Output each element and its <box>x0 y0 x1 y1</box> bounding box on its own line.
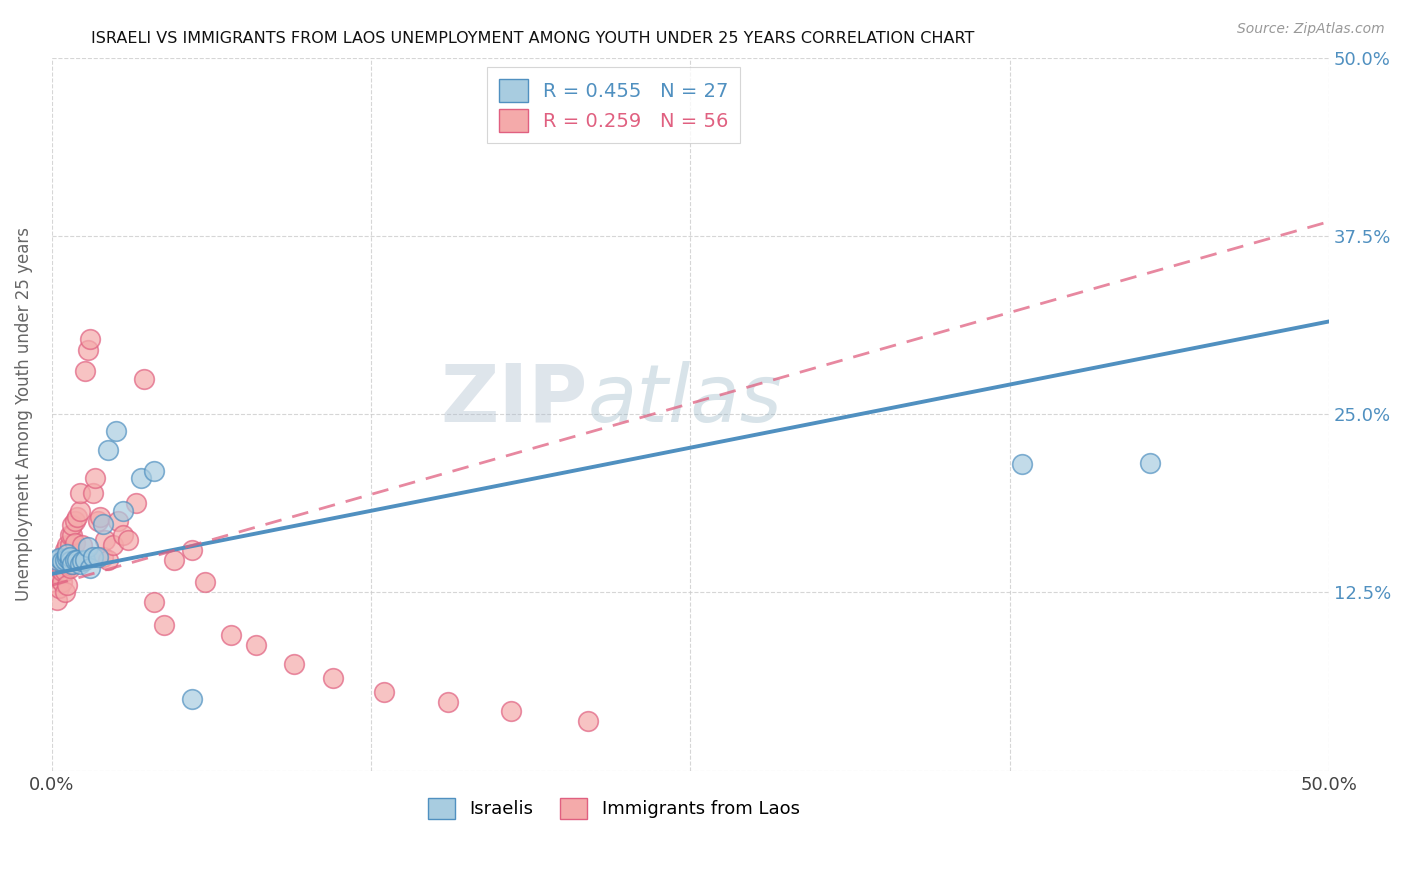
Point <box>104 425 127 439</box>
Point <box>60 557 83 571</box>
Point <box>66 552 89 566</box>
Point <box>56 551 79 566</box>
Point <box>91 549 114 564</box>
Point <box>69 557 91 571</box>
Point <box>45 592 67 607</box>
Point <box>94 533 117 547</box>
Point <box>87 549 110 564</box>
Point <box>63 535 86 549</box>
Point <box>576 714 599 728</box>
Point <box>87 514 110 528</box>
Point <box>97 442 120 457</box>
Point <box>125 495 148 509</box>
Point <box>82 549 104 564</box>
Point <box>53 564 76 578</box>
Point <box>53 552 76 566</box>
Point <box>48 566 70 581</box>
Text: Source: ZipAtlas.com: Source: ZipAtlas.com <box>1237 22 1385 37</box>
Point <box>59 549 82 564</box>
Point <box>153 618 176 632</box>
Point <box>373 685 395 699</box>
Point <box>69 485 91 500</box>
Point <box>112 528 135 542</box>
Point <box>1011 457 1033 471</box>
Point <box>79 561 101 575</box>
Point <box>56 547 79 561</box>
Point <box>142 464 165 478</box>
Text: atlas: atlas <box>588 361 783 439</box>
Point <box>51 552 73 566</box>
Point <box>73 364 96 378</box>
Point <box>51 575 73 590</box>
Point <box>60 557 83 571</box>
Point <box>97 552 120 566</box>
Point <box>107 514 129 528</box>
Point <box>142 595 165 609</box>
Point <box>66 552 89 566</box>
Point <box>73 552 96 566</box>
Point <box>56 538 79 552</box>
Point <box>45 571 67 585</box>
Point <box>181 692 204 706</box>
Point <box>56 578 79 592</box>
Point <box>76 343 98 357</box>
Y-axis label: Unemployment Among Youth under 25 years: Unemployment Among Youth under 25 years <box>15 227 32 601</box>
Point <box>112 504 135 518</box>
Point <box>245 638 267 652</box>
Point <box>59 538 82 552</box>
Point <box>60 528 83 542</box>
Point <box>63 514 86 528</box>
Point <box>72 554 94 568</box>
Point <box>69 504 91 518</box>
Point <box>48 561 70 575</box>
Point <box>63 552 86 566</box>
Point <box>89 509 111 524</box>
Point <box>53 542 76 557</box>
Point <box>132 371 155 385</box>
Point <box>76 540 98 554</box>
Point <box>51 564 73 578</box>
Point <box>60 518 83 533</box>
Text: ISRAELI VS IMMIGRANTS FROM LAOS UNEMPLOYMENT AMONG YOUTH UNDER 25 YEARS CORRELAT: ISRAELI VS IMMIGRANTS FROM LAOS UNEMPLOY… <box>91 31 974 46</box>
Point <box>59 561 82 575</box>
Point <box>129 471 152 485</box>
Point <box>1139 456 1161 470</box>
Point <box>45 552 67 566</box>
Point <box>322 671 344 685</box>
Point <box>48 581 70 595</box>
Point <box>219 628 242 642</box>
Point <box>82 485 104 500</box>
Point <box>117 533 139 547</box>
Point <box>91 516 114 531</box>
Point <box>181 542 204 557</box>
Point <box>59 554 82 568</box>
Point <box>194 575 217 590</box>
Point <box>436 695 458 709</box>
Point <box>56 557 79 571</box>
Point <box>101 538 124 552</box>
Point <box>48 551 70 566</box>
Point <box>283 657 305 671</box>
Point <box>59 528 82 542</box>
Point <box>84 471 107 485</box>
Point <box>501 704 523 718</box>
Point <box>79 332 101 346</box>
Point <box>51 554 73 568</box>
Legend: Israelis, Immigrants from Laos: Israelis, Immigrants from Laos <box>420 790 807 826</box>
Point <box>66 509 89 524</box>
Text: ZIP: ZIP <box>441 361 588 439</box>
Point <box>53 585 76 599</box>
Point <box>72 538 94 552</box>
Point <box>163 552 186 566</box>
